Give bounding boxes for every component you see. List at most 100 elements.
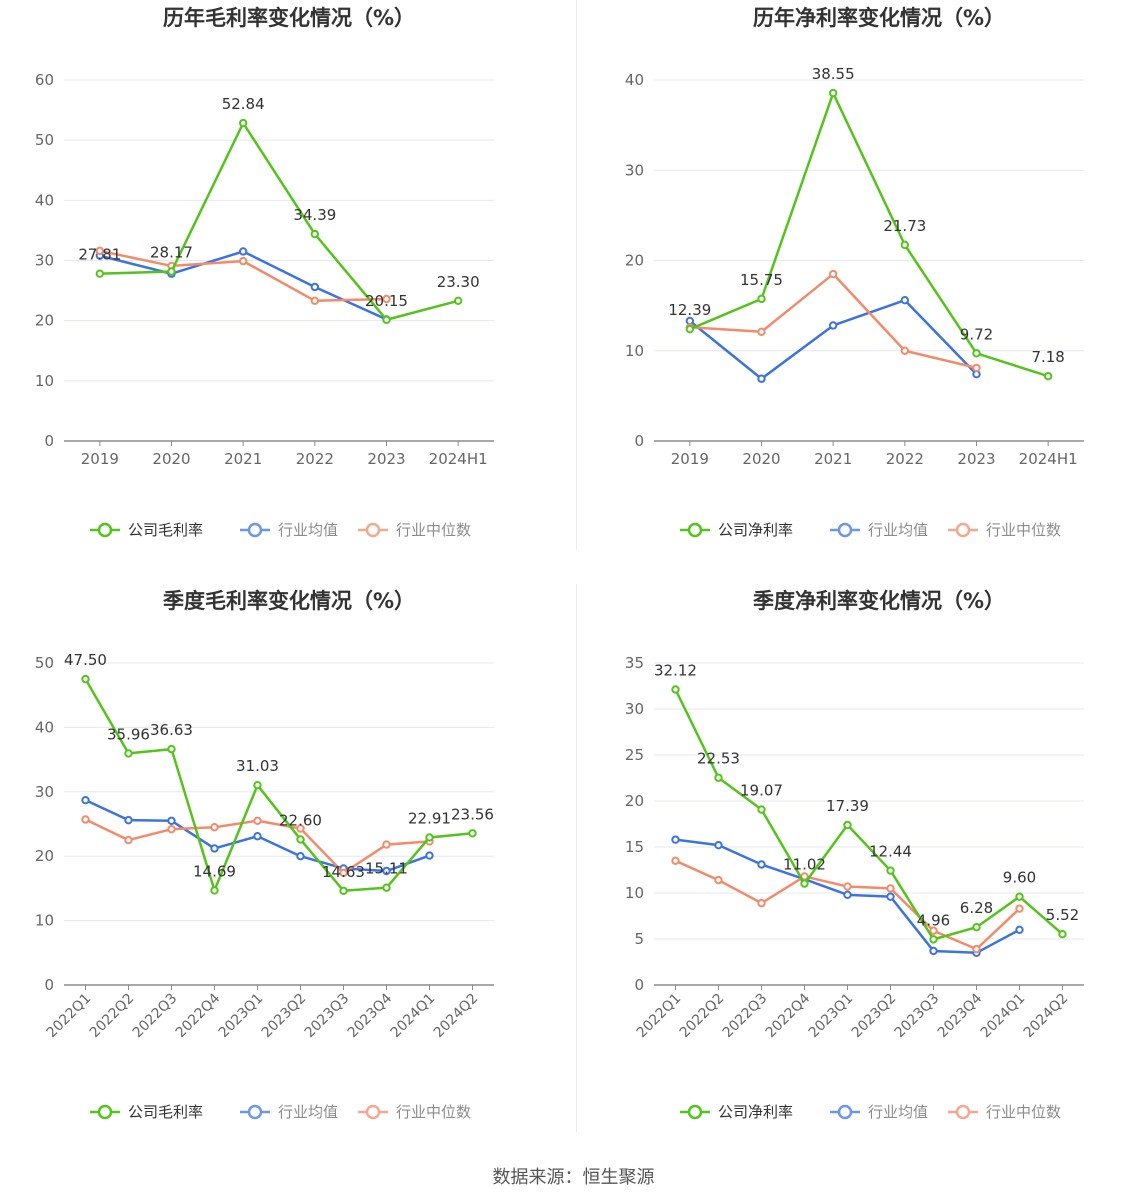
legend-item: 公司净利率 (680, 521, 793, 539)
legend-label: 公司毛利率 (128, 521, 203, 539)
series-line (689, 91, 1049, 378)
data-label: 36.63 (150, 721, 193, 739)
chart-quarterly-gross-margin: 季度毛利率变化情况（%） 0 10 20 30 40 50 2022Q1 2022Q2 2022Q… (0, 584, 573, 1164)
data-label: 11.02 (783, 856, 826, 874)
data-point (714, 840, 723, 850)
chart-title: 季度净利率变化情况（%） (753, 589, 1005, 613)
x-tick-label: 2022Q3 (130, 991, 181, 1042)
data-point (238, 118, 248, 128)
x-tick-label: 2022Q2 (87, 991, 138, 1042)
data-point (1015, 892, 1024, 901)
data-point (757, 374, 766, 383)
data-point (671, 835, 680, 844)
data-point (382, 840, 391, 849)
data-point (167, 744, 176, 754)
data-label: 28.17 (150, 244, 193, 262)
data-point (382, 315, 391, 324)
chart-title: 历年毛利率变化情况（%） (163, 6, 415, 30)
circle-line-icon (955, 522, 971, 538)
data-point (425, 851, 434, 860)
chart-annual-net-margin: 历年净利率变化情况（%） 0 10 20 30 40 2019 2020 2021 2022 202… (574, 0, 1147, 580)
data-label: 22.60 (279, 811, 322, 829)
data-point (210, 844, 219, 853)
series-line (84, 678, 473, 893)
data-point (124, 815, 133, 825)
chart-svg: 季度毛利率变化情况（%）010203040502022Q12022Q22022Q… (35, 589, 494, 1121)
data-label: 22.53 (697, 750, 740, 768)
data-label: 17.39 (826, 797, 869, 815)
y-tick-label: 40 (35, 718, 54, 736)
data-label: 21.73 (883, 217, 926, 235)
data-point (972, 349, 981, 358)
data-point (238, 247, 248, 256)
legend-label: 行业均值 (868, 1103, 928, 1121)
data-point (296, 824, 305, 833)
y-tick-label: 25 (625, 746, 644, 764)
data-label: 23.56 (451, 805, 494, 823)
x-tick-label: 2024Q2 (431, 991, 482, 1042)
data-label: 38.55 (812, 65, 855, 83)
chart-title: 历年净利率变化情况（%） (753, 6, 1005, 30)
x-tick-label: 2024Q1 (388, 991, 439, 1042)
circle-line-icon (365, 522, 381, 538)
y-tick-label: 10 (625, 342, 644, 360)
y-tick-label: 10 (35, 912, 54, 930)
legend-label: 公司净利率 (718, 1103, 793, 1121)
data-point (843, 882, 852, 891)
data-point (453, 296, 463, 306)
x-tick-label: 2023Q1 (216, 991, 267, 1042)
data-point (828, 321, 838, 330)
data-label: 31.03 (236, 757, 279, 775)
data-point (1043, 372, 1053, 381)
legend-label: 行业均值 (278, 1103, 338, 1121)
data-point (671, 685, 680, 694)
data-point (382, 294, 391, 304)
data-point (339, 886, 348, 895)
x-tick-label: 2023 (367, 450, 405, 468)
data-label: 9.72 (960, 325, 993, 343)
data-point (714, 773, 723, 782)
data-point (929, 946, 938, 956)
x-tick-label: 2022Q1 (634, 991, 685, 1042)
legend-item: 公司毛利率 (90, 521, 203, 539)
y-tick-label: 40 (35, 191, 54, 209)
data-point (425, 833, 434, 842)
data-point (900, 346, 910, 355)
data-label: 5.52 (1046, 906, 1079, 924)
x-tick-label: 2024H1 (429, 450, 488, 468)
data-label: 12.39 (668, 301, 711, 319)
data-point (800, 879, 809, 888)
y-tick-label: 5 (634, 930, 644, 948)
data-point (886, 892, 895, 901)
data-label: 9.60 (1003, 869, 1036, 887)
circle-line-icon (837, 522, 853, 538)
legend-label: 公司净利率 (718, 521, 793, 539)
y-tick-label: 0 (44, 976, 54, 994)
y-tick-label: 10 (625, 884, 644, 902)
data-point (167, 824, 176, 834)
circle-line-icon (837, 1104, 853, 1120)
data-label: 14.69 (193, 862, 236, 880)
circle-line-icon (97, 522, 113, 538)
x-tick-label: 2022Q4 (173, 990, 224, 1041)
x-tick-label: 2022Q4 (763, 990, 814, 1041)
y-tick-label: 15 (625, 838, 644, 856)
x-tick-label: 2021 (814, 450, 852, 468)
data-point (310, 229, 320, 239)
data-label: 52.84 (222, 95, 265, 113)
data-label: 22.91 (408, 809, 451, 827)
data-label: 14.63 (322, 863, 365, 881)
data-point (81, 815, 90, 824)
data-point (929, 935, 938, 944)
legend-item: 行业均值 (240, 521, 338, 539)
x-tick-label: 2019 (81, 450, 119, 468)
data-point (339, 868, 348, 878)
data-point (167, 816, 176, 825)
data-point (671, 856, 680, 865)
data-label: 35.96 (107, 725, 150, 743)
legend-item: 行业均值 (830, 1103, 928, 1121)
y-tick-label: 20 (625, 792, 644, 810)
legend-item: 行业中位数 (358, 521, 471, 539)
data-point (124, 749, 133, 758)
data-point (253, 816, 262, 825)
